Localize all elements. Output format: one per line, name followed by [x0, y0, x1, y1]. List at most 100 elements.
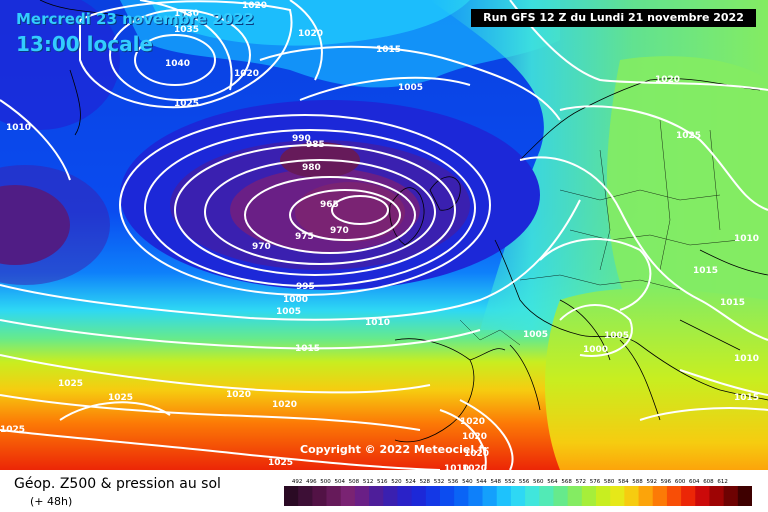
- color-swatch: [581, 486, 597, 506]
- color-swatch: [596, 486, 611, 506]
- scale-label: 496: [306, 479, 317, 485]
- color-swatch: [312, 486, 327, 506]
- scale-label: 504: [334, 479, 345, 485]
- scale-label: 512: [363, 479, 374, 485]
- isobar-label: 1005: [276, 307, 301, 317]
- isobar-label: 995: [296, 282, 315, 292]
- scale-label: 556: [519, 479, 530, 485]
- scale-label: 492: [292, 479, 303, 485]
- isobar-label: 1005: [523, 330, 548, 340]
- color-swatch: [723, 486, 739, 506]
- color-swatch: [737, 486, 752, 506]
- isobar-label: 1025: [268, 458, 293, 468]
- isobar-label: 1020: [460, 417, 485, 427]
- isobar-label: 1025: [174, 99, 199, 109]
- isobar-label: 1015: [720, 298, 745, 308]
- color-swatch: [397, 486, 413, 506]
- forecast-local-time: 13:00 locale: [16, 32, 153, 56]
- color-swatch: [354, 486, 370, 506]
- scale-label: 552: [505, 479, 516, 485]
- product-title: Géop. Z500 & pression au sol: [14, 476, 221, 492]
- isobar-label: 1020: [226, 390, 251, 400]
- color-swatch: [567, 486, 583, 506]
- isobar-label: 970: [252, 242, 271, 252]
- isobar-label: 1025: [676, 131, 701, 141]
- scale-label: 560: [533, 479, 544, 485]
- isobar-labels: 1030 1020 1035 1020 1040 1020 1025 1015 …: [0, 1, 759, 470]
- isobar-label: 1010: [734, 234, 759, 244]
- scale-label: 548: [490, 479, 501, 485]
- scale-label: 524: [405, 479, 416, 485]
- color-swatch: [482, 486, 498, 506]
- isobar-label: 1005: [604, 331, 629, 341]
- scale-label: 580: [604, 479, 615, 485]
- color-swatch: [454, 486, 469, 506]
- color-swatch: [411, 486, 427, 506]
- isobar-label: 1010: [444, 464, 469, 470]
- scale-label: 604: [689, 479, 700, 485]
- scale-label: 584: [618, 479, 629, 485]
- color-swatch: [326, 486, 342, 506]
- isobar-label: 1015: [376, 45, 401, 55]
- isobar-label: 975: [295, 232, 314, 242]
- isobar-label: 1020: [655, 75, 680, 85]
- isobars: [0, 0, 768, 470]
- color-swatch: [610, 486, 625, 506]
- isobar-label: 1025: [58, 379, 83, 389]
- isobar-label: 1020: [242, 1, 267, 11]
- scale-label: 600: [675, 479, 686, 485]
- scale-label: 516: [377, 479, 388, 485]
- isobar-label: 1010: [365, 318, 390, 328]
- color-swatch: [666, 486, 682, 506]
- isobar-label: 1020: [234, 69, 259, 79]
- color-swatch: [510, 486, 526, 506]
- color-swatch: [652, 486, 668, 506]
- lead-time: (+ 48h): [30, 495, 73, 508]
- isobar-label: 980: [302, 163, 321, 173]
- model-run-label: Run GFS 12 Z du Lundi 21 novembre 2022: [471, 9, 756, 27]
- isobar-label: 1015: [295, 344, 320, 354]
- isobar-label: 1000: [583, 345, 608, 355]
- isobar-label: 965: [320, 200, 339, 210]
- scale-label: 540: [462, 479, 473, 485]
- isobar-label: 1015: [693, 266, 718, 276]
- z500-southeast: [545, 288, 768, 470]
- color-swatch: [624, 486, 639, 506]
- isobar-label: 1020: [272, 400, 297, 410]
- weather-map: 1030 1020 1035 1020 1040 1020 1025 1015 …: [0, 0, 768, 470]
- scale-label: 500: [320, 479, 331, 485]
- isobar-label: 1010: [734, 354, 759, 364]
- copyright-notice: Copyright © 2022 Meteociel.fr: [300, 443, 489, 456]
- z500-trough-core: [295, 182, 405, 242]
- color-scale: 492 496 500 504 508 512 516 520 524 528 532 536 540 5…: [284, 479, 752, 506]
- isobar-label: 1015: [734, 393, 759, 403]
- isobar-label: 970: [330, 226, 349, 236]
- isobar-label: 990: [292, 134, 311, 144]
- scale-label: 508: [349, 479, 360, 485]
- isobar-label: 1040: [165, 59, 190, 69]
- color-swatch: [638, 486, 654, 506]
- isobar-label: 1020: [464, 449, 489, 459]
- scale-label: 544: [476, 479, 487, 485]
- borders: [459, 119, 741, 346]
- scale-label: 576: [590, 479, 601, 485]
- isobar-label: 1000: [283, 295, 308, 305]
- isobar-label: 1020: [462, 464, 487, 470]
- color-swatch: [425, 486, 441, 506]
- isobar-label: 1005: [398, 83, 423, 93]
- color-swatch: [695, 486, 710, 506]
- color-swatch: [539, 486, 554, 506]
- color-swatch: [681, 486, 696, 506]
- color-swatch: [383, 486, 398, 506]
- coastlines: [39, 0, 768, 443]
- forecast-date: Mercredi 23 novembre 2022: [16, 10, 255, 28]
- isobar-label: 985: [306, 140, 325, 150]
- scale-label: 588: [632, 479, 643, 485]
- color-swatch: [525, 486, 540, 506]
- scale-label: 528: [420, 479, 431, 485]
- scale-label: 612: [717, 479, 728, 485]
- isobar-label: 1020: [462, 432, 487, 442]
- scale-label: 568: [561, 479, 572, 485]
- isobar-label: 1030: [174, 9, 199, 19]
- color-swatch: [298, 486, 313, 506]
